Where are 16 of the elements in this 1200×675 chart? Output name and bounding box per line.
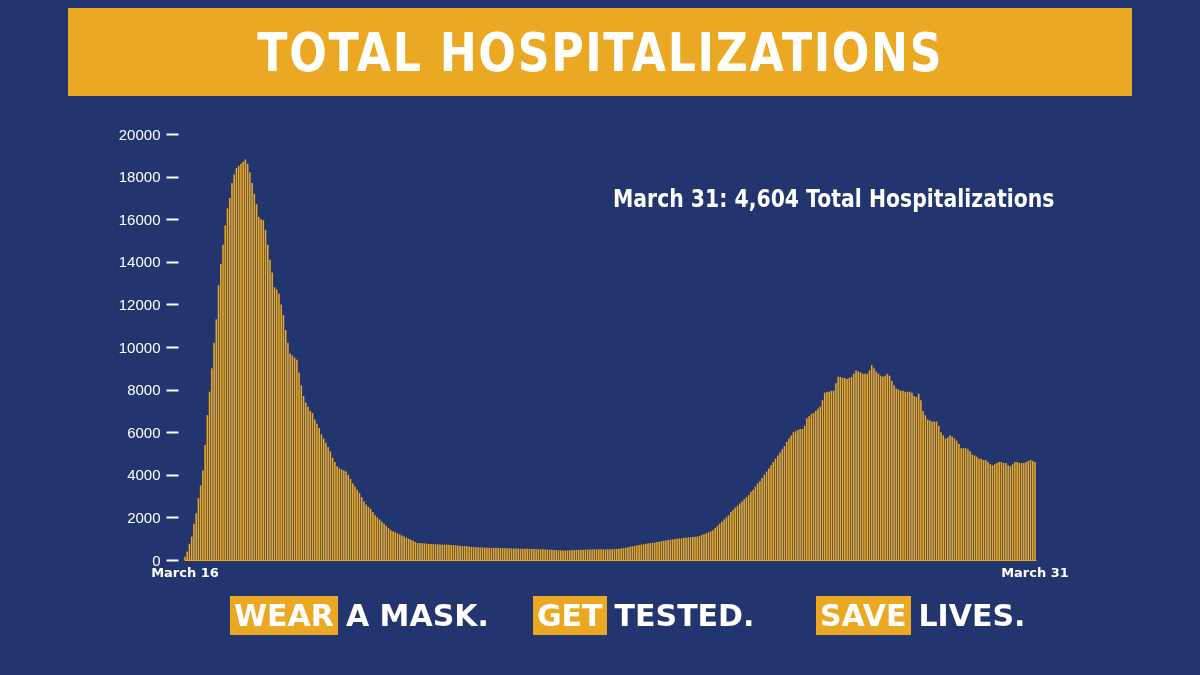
x-tick-label: March 31 (1001, 564, 1069, 580)
y-tick-label: 18000 (118, 168, 161, 186)
text: WEAR A MASK. (233, 597, 489, 635)
y-tick-label: 4000 (127, 466, 161, 484)
annotation: March 31: 4,604 Total Hospitalizations (613, 185, 1055, 213)
y-tick-label: 10000 (118, 338, 161, 356)
y-tick-label: 2000 (127, 508, 161, 526)
y-tick-label: 8000 (127, 381, 161, 399)
text: SAVE LIVES. (819, 597, 1026, 635)
y-tick-label: 16000 (118, 210, 161, 228)
y-tick-label: 12000 (118, 295, 161, 313)
y-tick-label: 6000 (127, 423, 161, 441)
chart-title: TOTAL HOSPITALIZATIONS (256, 20, 944, 84)
y-tick-label: 14000 (118, 253, 161, 271)
text: GET TESTED. (536, 597, 755, 635)
y-tick-label: 20000 (118, 125, 161, 143)
